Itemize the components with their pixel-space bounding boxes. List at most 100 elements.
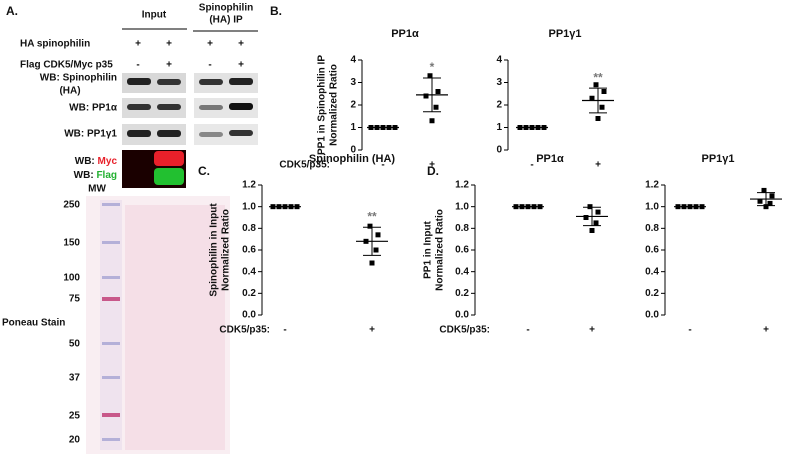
stain-label: Poneau Stain bbox=[2, 318, 65, 329]
y-tick-label: 0.2 bbox=[242, 288, 256, 299]
data-point bbox=[427, 73, 433, 79]
x-tick-label: + bbox=[763, 325, 769, 336]
mw-marker: 75 bbox=[69, 294, 81, 305]
x-tick-label: + bbox=[369, 325, 375, 336]
panel-letter: B. bbox=[270, 4, 282, 18]
y-tick-label: 2 bbox=[350, 100, 356, 111]
y-label: PP1 in Input bbox=[423, 220, 434, 278]
data-point bbox=[595, 209, 601, 215]
data-point bbox=[433, 104, 439, 110]
y-label: Normalized Ratio bbox=[435, 209, 446, 291]
y-tick-label: 0.6 bbox=[455, 245, 469, 256]
mw-marker: 25 bbox=[69, 411, 81, 422]
data-point bbox=[769, 193, 775, 199]
data-point bbox=[589, 228, 595, 233]
tag-name: Flag bbox=[96, 170, 117, 181]
blot-images bbox=[86, 73, 258, 454]
chart-title: Spinophilin (HA) bbox=[309, 153, 395, 165]
data-point bbox=[583, 215, 589, 220]
y-tick-label: 1.2 bbox=[455, 180, 469, 191]
blot-label: (HA) bbox=[59, 86, 80, 97]
y-tick-label: 0.6 bbox=[242, 245, 256, 256]
y-label: Normalized Ratio bbox=[329, 64, 340, 146]
y-tick-label: 0 bbox=[350, 145, 356, 156]
treatment-sign: + bbox=[207, 39, 213, 50]
treatment-sign: + bbox=[135, 39, 141, 50]
data-point bbox=[373, 247, 379, 253]
x-label: CDK5/p35: bbox=[439, 325, 490, 336]
data-point bbox=[767, 200, 773, 206]
data-point bbox=[423, 93, 429, 99]
y-label: Spinophilin in Input bbox=[209, 203, 220, 297]
mw-marker: 50 bbox=[69, 339, 81, 350]
data-point bbox=[367, 223, 373, 229]
panel-letter: A. bbox=[6, 4, 18, 18]
data-point bbox=[599, 104, 605, 110]
significance: ** bbox=[593, 70, 603, 84]
y-label: PP1 in Spinophilin IP bbox=[317, 55, 328, 155]
y-tick-label: 4 bbox=[350, 55, 356, 66]
x-tick-label: + bbox=[429, 160, 435, 171]
y-tick-label: 1 bbox=[350, 122, 356, 133]
lane-header: Spinophilin bbox=[199, 3, 253, 14]
data-point bbox=[375, 232, 381, 238]
treatment-sign: + bbox=[166, 60, 172, 71]
y-tick-label: 0.4 bbox=[455, 266, 469, 277]
x-tick-label: - bbox=[530, 160, 533, 171]
panel-letter: D. bbox=[427, 164, 439, 178]
significance: * bbox=[430, 60, 435, 74]
mw-marker: 37 bbox=[69, 373, 81, 384]
y-tick-label: 1 bbox=[496, 122, 502, 133]
mw-marker: 150 bbox=[63, 238, 80, 249]
data-point bbox=[587, 204, 593, 210]
mw-marker: 20 bbox=[69, 435, 81, 446]
error-bar bbox=[750, 192, 782, 207]
chart-title: PP1γ1 bbox=[548, 28, 581, 40]
x-tick-label: - bbox=[526, 325, 529, 336]
treatment-sign: + bbox=[166, 39, 172, 50]
lane-header: Input bbox=[142, 10, 167, 21]
data-point bbox=[761, 187, 767, 193]
x-tick-label: - bbox=[283, 325, 286, 336]
significance: ** bbox=[367, 209, 377, 223]
error-bar bbox=[576, 206, 608, 227]
data-point bbox=[601, 89, 607, 94]
y-tick-label: 0.4 bbox=[242, 266, 256, 277]
tag-name: Myc bbox=[98, 156, 118, 167]
error-bar bbox=[356, 226, 388, 256]
y-tick-label: 1.2 bbox=[645, 180, 659, 191]
data-point bbox=[429, 118, 435, 124]
treatment-sign: - bbox=[208, 60, 211, 71]
treatment-sign: - bbox=[136, 60, 139, 71]
x-tick-label: - bbox=[688, 325, 691, 336]
mw-marker: 250 bbox=[63, 200, 80, 211]
y-tick-label: 0.2 bbox=[455, 288, 469, 299]
lane-header: (HA) IP bbox=[209, 15, 243, 26]
y-tick-label: 2 bbox=[496, 100, 502, 111]
y-tick-label: 0.2 bbox=[645, 288, 659, 299]
data-point bbox=[593, 220, 599, 226]
y-tick-label: 0 bbox=[496, 145, 502, 156]
error-bar bbox=[582, 87, 614, 114]
y-tick-label: 0.0 bbox=[242, 310, 256, 321]
mw-marker: 100 bbox=[63, 273, 80, 284]
y-tick-label: 3 bbox=[350, 77, 356, 88]
blot-label: WB: PP1α bbox=[69, 103, 118, 114]
y-tick-label: 0.4 bbox=[645, 266, 659, 277]
mw-title: MW bbox=[88, 184, 106, 195]
treatment-sign: + bbox=[238, 39, 244, 50]
data-point bbox=[763, 204, 769, 210]
y-tick-label: 0.0 bbox=[645, 310, 659, 321]
y-tick-label: 1.0 bbox=[242, 201, 256, 212]
y-tick-label: 4 bbox=[496, 55, 502, 66]
data-point bbox=[593, 82, 599, 88]
x-label: CDK5/p35: bbox=[279, 160, 330, 171]
y-tick-label: 1.0 bbox=[455, 201, 469, 212]
data-point bbox=[369, 260, 375, 266]
y-label: Normalized Ratio bbox=[221, 209, 232, 291]
treatment-sign: + bbox=[238, 60, 244, 71]
tag-blot-label: WB: Flag bbox=[74, 170, 117, 181]
blot-label: WB: PP1γ1 bbox=[64, 129, 117, 140]
chart-title: PP1γ1 bbox=[701, 153, 734, 165]
